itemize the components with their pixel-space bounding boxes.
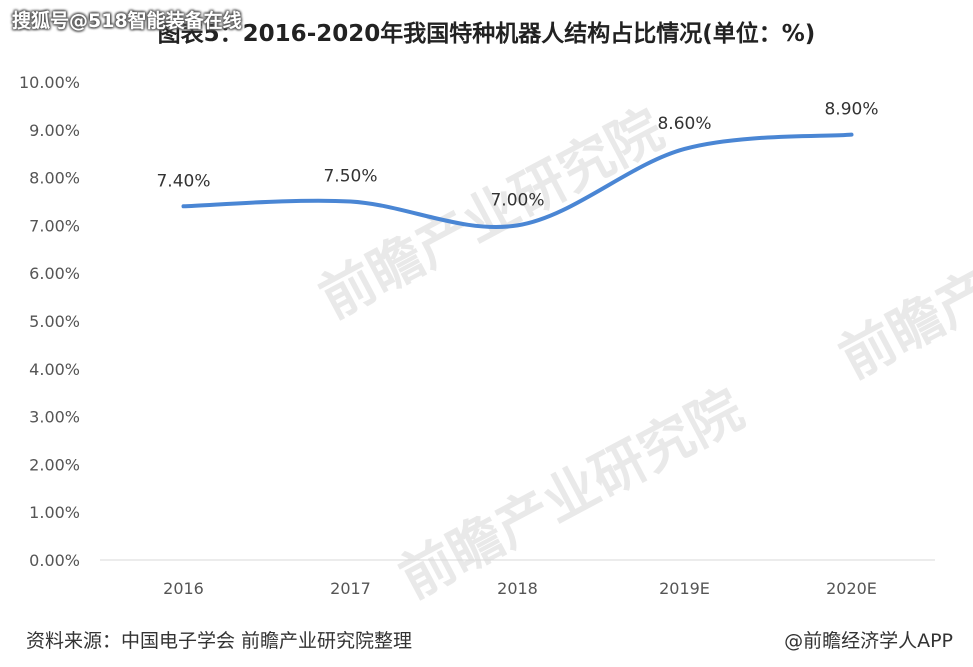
data-label: 8.90% bbox=[824, 100, 878, 120]
sohu-watermark: 搜狐号@518智能装备在线 bbox=[12, 10, 242, 32]
series-line bbox=[181, 132, 854, 230]
y-tick-label: 1.00% bbox=[29, 503, 80, 522]
x-axis: 2016 2017 2018 2019E 2020E bbox=[163, 579, 877, 598]
y-tick-label: 9.00% bbox=[29, 121, 80, 140]
y-tick-label: 8.00% bbox=[29, 169, 80, 188]
y-tick-label: 4.00% bbox=[29, 360, 80, 379]
y-tick-label: 10.00% bbox=[19, 73, 80, 92]
y-tick-label: 0.00% bbox=[29, 551, 80, 570]
y-tick-label: 7.00% bbox=[29, 216, 80, 235]
x-tick-label: 2017 bbox=[330, 579, 371, 598]
chart-title: 图表5：2016-2020年我国特种机器人结构占比情况(单位：%) bbox=[157, 21, 816, 47]
x-tick-label: 2016 bbox=[163, 579, 204, 598]
x-tick-label: 2020E bbox=[826, 579, 877, 598]
y-axis: 0.00% 1.00% 2.00% 3.00% 4.00% 5.00% 6.00% 7.00%… bbox=[19, 73, 80, 570]
data-label: 7.00% bbox=[490, 190, 544, 210]
y-tick-label: 3.00% bbox=[29, 408, 80, 427]
x-tick-label: 2019E bbox=[659, 579, 710, 598]
brand-credit: @前瞻经济学人APP bbox=[784, 630, 953, 652]
data-label: 7.40% bbox=[156, 171, 210, 191]
y-tick-label: 5.00% bbox=[29, 312, 80, 331]
data-label: 7.50% bbox=[323, 167, 377, 187]
x-tick-label: 2018 bbox=[497, 579, 538, 598]
source-note: 资料来源：中国电子学会 前瞻产业研究院整理 bbox=[26, 630, 413, 652]
data-labels: 7.40% 7.50% 7.00% 8.60% 8.90% bbox=[156, 100, 878, 211]
y-tick-label: 2.00% bbox=[29, 455, 80, 474]
data-label: 8.60% bbox=[657, 114, 711, 134]
y-tick-label: 6.00% bbox=[29, 264, 80, 283]
